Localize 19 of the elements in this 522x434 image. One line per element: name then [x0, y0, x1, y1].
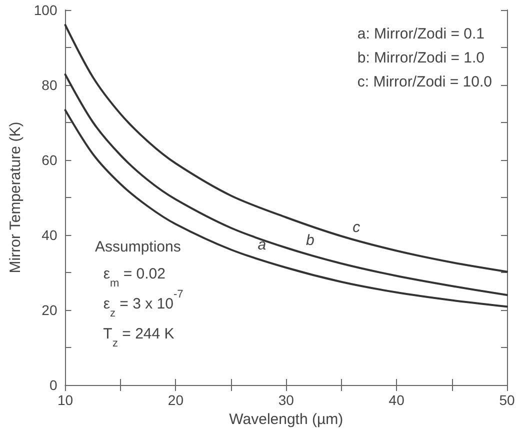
line-series: [64, 74, 508, 296]
x-tick-label: 40: [388, 392, 405, 408]
y-axis-title: Mirror Temperature (K): [7, 122, 24, 274]
x-tick-label: 10: [57, 392, 74, 408]
y-tick-label: 20: [42, 302, 58, 318]
line-series: [64, 109, 508, 308]
series-label: a: [258, 236, 266, 254]
x-tick-label: 50: [499, 392, 515, 408]
x-tick-label: 30: [278, 392, 294, 408]
y-tick-label: 100: [34, 2, 58, 18]
annotation: a: Mirror/Zodi = 0.1 b: Mirror/Zodi = 1.0 c: Mirror/Zodi = 10.0: [357, 26, 492, 90]
series-label: b: [306, 232, 314, 249]
y-tick-label: 40: [42, 227, 58, 243]
x-axis-title: Wavelength (µm): [229, 410, 344, 428]
x-tick-label: 20: [168, 392, 184, 408]
y-tick-label: 60: [42, 152, 58, 168]
series-label: c: [352, 219, 361, 236]
y-tick-label: 0: [49, 377, 58, 393]
y-tick-label: 80: [42, 77, 58, 93]
